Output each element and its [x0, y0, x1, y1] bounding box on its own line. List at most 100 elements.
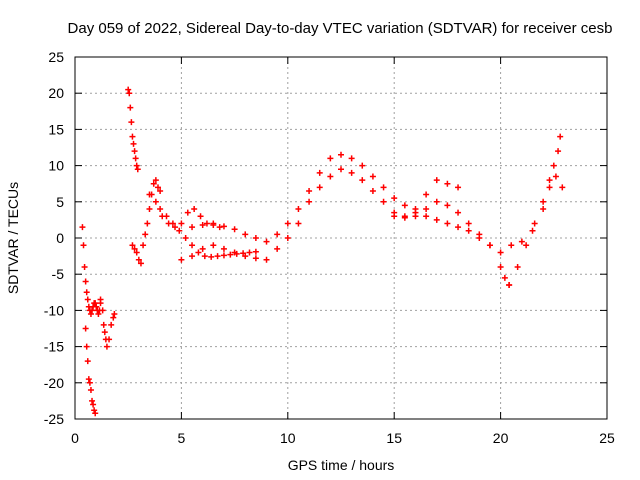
data-point-arc-5 [142, 231, 149, 238]
data-point-arc-11 [486, 242, 493, 249]
data-point-arc-5 [146, 206, 153, 213]
data-point-arc-11 [540, 206, 547, 213]
data-point-arc-11 [497, 249, 504, 256]
data-point-arc-2 [87, 387, 94, 394]
data-point-arc-3 [99, 307, 106, 314]
data-point-arc-1 [81, 263, 88, 270]
data-point-arc-4 [125, 86, 132, 93]
data-point-arc-9 [348, 169, 355, 176]
data-point-arc-8 [189, 224, 196, 231]
data-point-arc-9 [369, 187, 376, 194]
data-point-arc-8 [210, 220, 217, 227]
y-tick-label: -5 [52, 266, 65, 282]
data-point-arc-9 [338, 166, 344, 173]
data-point-arc-9 [252, 255, 259, 262]
data-point-arc-10 [501, 274, 508, 281]
y-tick-label: 20 [48, 85, 64, 101]
y-tick-label: 0 [56, 230, 64, 246]
data-point-arc-6 [172, 224, 179, 231]
data-point-arc-1 [79, 224, 86, 231]
data-point-arc-5 [152, 177, 159, 184]
data-point-arc-9 [242, 253, 249, 260]
y-tick-label: 15 [48, 121, 64, 137]
data-point-arc-9 [231, 249, 238, 256]
data-point-arc-12 [523, 242, 530, 249]
data-point-arc-8 [306, 187, 313, 194]
data-point-arc-9 [455, 184, 462, 191]
data-point-arc-8 [433, 216, 440, 223]
data-point-arc-6 [191, 206, 198, 213]
axis-ticks [74, 56, 608, 420]
data-point-arc-2 [90, 401, 97, 408]
data-point-arc-5 [154, 184, 161, 191]
data-point-arc-1 [92, 300, 99, 307]
data-point-arc-3 [106, 336, 113, 343]
data-point-arc-2 [85, 376, 92, 383]
y-tick-label: 5 [56, 194, 64, 210]
x-axis-label: GPS time / hours [288, 457, 395, 473]
data-point-arc-6 [146, 191, 153, 198]
data-point-arc-9 [199, 245, 206, 252]
data-point-arc-6 [197, 213, 204, 220]
data-point-arc-6 [184, 209, 191, 216]
data-point-arc-3 [111, 311, 118, 318]
data-point-arc-11 [552, 173, 559, 180]
data-point-arc-9 [423, 191, 430, 198]
data-point-arc-1 [95, 311, 102, 318]
data-point-arc-7 [182, 235, 189, 241]
data-point-arc-9 [433, 177, 440, 184]
data-point-arc-4 [129, 133, 136, 140]
x-tick-label: 25 [599, 430, 615, 446]
data-point-arc-9 [295, 220, 302, 227]
data-point-arc-12 [555, 148, 562, 155]
data-point-arc-5 [144, 220, 151, 227]
data-point-arc-8 [455, 224, 462, 231]
data-point-arc-8 [199, 221, 206, 228]
data-point-arc-11 [476, 235, 483, 241]
data-point-arc-9 [316, 184, 323, 191]
data-point-arc-10 [465, 220, 472, 227]
data-point-arc-7 [189, 242, 196, 249]
data-point-arc-2 [91, 407, 98, 414]
data-point-arc-3 [110, 314, 117, 321]
data-point-arc-12 [550, 162, 557, 169]
data-point-arc-5 [129, 242, 136, 249]
data-point-arc-1 [93, 303, 100, 310]
data-point-arc-2 [86, 379, 93, 386]
data-point-arc-12 [540, 198, 547, 205]
data-point-arc-12 [546, 177, 553, 184]
data-point-arc-2 [89, 397, 96, 404]
data-point-arc-8 [274, 231, 281, 238]
x-tick-label: 0 [71, 430, 79, 446]
data-point-arc-8 [231, 226, 238, 233]
data-point-arc-11 [508, 242, 515, 249]
data-point-arc-7 [195, 249, 202, 256]
data-point-arc-4 [126, 90, 133, 97]
data-point-arc-4 [127, 104, 134, 111]
data-point-arc-8 [369, 173, 376, 180]
data-point-arc-5 [150, 180, 157, 187]
data-point-arc-4 [130, 140, 137, 147]
data-point-arc-4 [132, 155, 139, 162]
data-point-arc-1 [80, 242, 87, 249]
y-tick-label: 25 [48, 49, 64, 65]
data-point-arc-7 [227, 251, 234, 258]
data-point-arc-2 [82, 325, 89, 332]
data-point-arc-9 [220, 245, 227, 252]
x-tick-labels: 0 5 10 15 20 25 [71, 430, 615, 446]
data-point-arc-5 [140, 242, 147, 249]
data-point-arc-4 [134, 166, 141, 173]
data-point-arc-5 [131, 245, 138, 252]
data-point-arc-7 [176, 227, 183, 234]
data-point-arc-1 [87, 311, 94, 318]
data-point-arc-10 [423, 206, 430, 213]
data-point-arc-12 [557, 133, 564, 140]
data-point-arc-9 [444, 180, 451, 187]
x-tick-label: 20 [493, 430, 509, 446]
data-point-arc-5 [133, 249, 140, 256]
data-point-arc-1 [84, 296, 91, 303]
data-point-arc-9 [380, 198, 387, 205]
data-point-arc-7 [201, 253, 208, 260]
data-point-arc-10 [433, 198, 440, 205]
x-tick-label: 5 [178, 430, 186, 446]
